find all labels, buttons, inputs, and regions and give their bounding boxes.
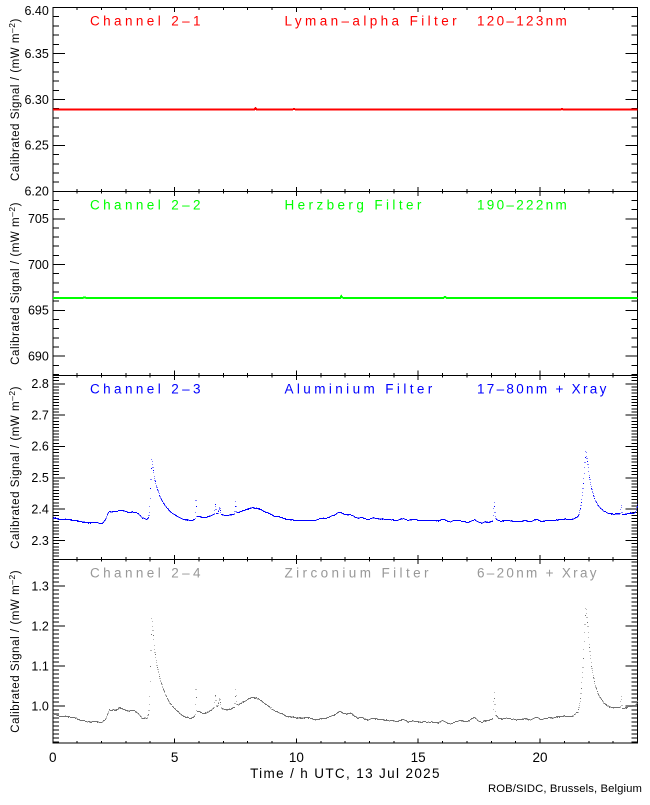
svg-text:2.4: 2.4 xyxy=(31,502,48,516)
svg-text:Calibrated Signal / (mW m–2): Calibrated Signal / (mW m–2) xyxy=(7,570,22,733)
svg-text:2.6: 2.6 xyxy=(31,440,48,454)
svg-text:Aluminium Filter: Aluminium Filter xyxy=(285,381,436,396)
svg-text:1.0: 1.0 xyxy=(31,700,48,714)
svg-text:Calibrated Signal / (mW m–2): Calibrated Signal / (mW m–2) xyxy=(7,386,22,549)
svg-text:20: 20 xyxy=(532,750,547,765)
svg-text:Zirconium Filter: Zirconium Filter xyxy=(285,565,432,580)
svg-text:690: 690 xyxy=(28,349,49,363)
svg-text:6.20: 6.20 xyxy=(24,185,48,199)
svg-text:Channel 2–1: Channel 2–1 xyxy=(90,14,204,29)
svg-text:1.3: 1.3 xyxy=(31,580,48,594)
svg-text:120–123nm: 120–123nm xyxy=(477,14,569,29)
svg-text:Channel 2–3: Channel 2–3 xyxy=(90,381,204,396)
svg-text:6.35: 6.35 xyxy=(24,47,48,61)
svg-text:2.8: 2.8 xyxy=(31,377,48,391)
svg-text:695: 695 xyxy=(28,304,49,318)
svg-text:6–20nm + Xray: 6–20nm + Xray xyxy=(477,565,599,580)
svg-text:ROB/SIDC, Brussels, Belgium: ROB/SIDC, Brussels, Belgium xyxy=(488,783,642,795)
svg-text:10: 10 xyxy=(289,750,304,765)
svg-text:Calibrated Signal / (mW m–2): Calibrated Signal / (mW m–2) xyxy=(7,202,22,365)
svg-text:Herzberg Filter: Herzberg Filter xyxy=(285,198,425,213)
svg-text:6.40: 6.40 xyxy=(24,4,48,18)
svg-text:0: 0 xyxy=(49,750,57,765)
svg-text:6.30: 6.30 xyxy=(24,93,48,107)
svg-text:2.3: 2.3 xyxy=(31,534,48,548)
svg-text:Calibrated Signal / (mW m–2): Calibrated Signal / (mW m–2) xyxy=(7,18,22,181)
svg-text:1.1: 1.1 xyxy=(31,660,48,674)
svg-text:1.2: 1.2 xyxy=(31,620,48,634)
svg-text:2.7: 2.7 xyxy=(31,408,48,422)
svg-text:700: 700 xyxy=(28,258,49,272)
svg-text:17–80nm + Xray: 17–80nm + Xray xyxy=(477,381,609,396)
svg-text:2.5: 2.5 xyxy=(31,471,48,485)
svg-text:190–222nm: 190–222nm xyxy=(477,198,569,213)
svg-text:Channel 2–2: Channel 2–2 xyxy=(90,198,204,213)
svg-text:705: 705 xyxy=(28,212,49,226)
svg-text:5: 5 xyxy=(171,750,179,765)
svg-text:Channel 2–4: Channel 2–4 xyxy=(90,565,204,580)
svg-text:Lyman–alpha Filter: Lyman–alpha Filter xyxy=(285,14,461,29)
svg-text:6.25: 6.25 xyxy=(24,139,48,153)
svg-text:15: 15 xyxy=(411,750,426,765)
svg-text:Time / h UTC, 13 Jul 2025: Time / h UTC, 13 Jul 2025 xyxy=(250,766,441,781)
